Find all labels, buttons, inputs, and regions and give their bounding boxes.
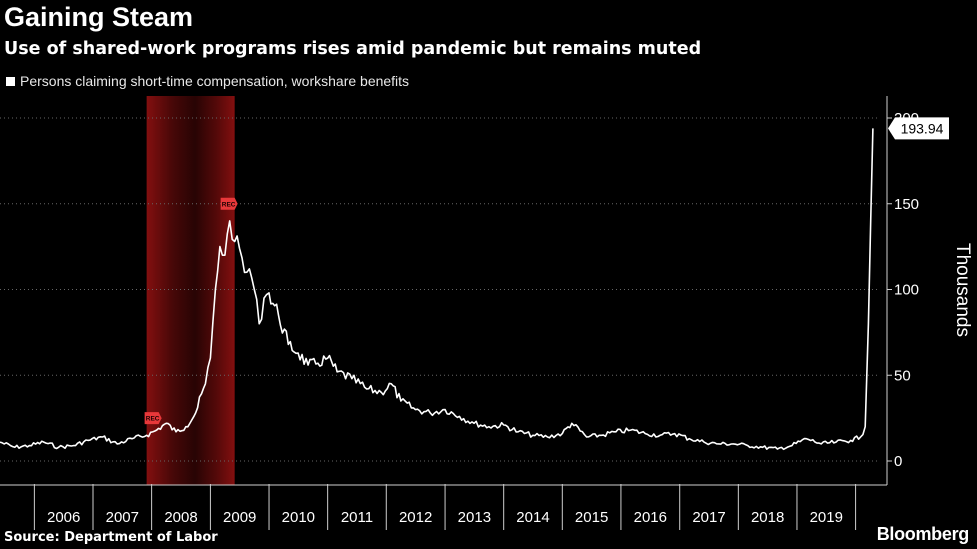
legend-swatch: [6, 76, 15, 86]
gridlines: [0, 117, 880, 462]
svg-text:REC: REC: [146, 416, 160, 423]
x-tick-label: 2008: [164, 509, 197, 526]
last-value-label: 193.94: [901, 120, 944, 136]
svg-text:REC: REC: [222, 201, 236, 208]
legend-label: Persons claiming short-time compensation…: [20, 73, 410, 89]
y-tick-label: 100: [894, 282, 919, 299]
x-tick-label: 2014: [516, 509, 549, 526]
x-tick-label: 2015: [575, 509, 608, 526]
x-tick-label: 2016: [634, 509, 667, 526]
labels: REC REC 193.94: [144, 117, 949, 425]
x-tick-label: 2006: [47, 509, 80, 526]
x-tick-label: 2011: [341, 509, 373, 526]
recession-band: [146, 96, 235, 485]
x-tick-label: 2009: [223, 509, 256, 526]
x-tick-label: 2013: [458, 509, 491, 526]
rec-marker-start: REC: [144, 412, 162, 425]
y-tick-label: 150: [894, 196, 919, 213]
x-tick-label: 2012: [399, 509, 432, 526]
x-tick-label: 2007: [106, 509, 139, 526]
x-tick-label: 2017: [692, 509, 725, 526]
chart-subtitle: Use of shared-work programs rises amid p…: [4, 39, 702, 59]
bloomberg-logo: Bloomberg: [876, 524, 970, 544]
axes: 050100150200Thousands2006200720082009201…: [0, 96, 973, 530]
x-tick-label: 2018: [751, 509, 784, 526]
source-note: Source: Department of Labor: [4, 530, 218, 545]
y-tick-label: 0: [894, 453, 902, 470]
y-tick-label: 50: [894, 367, 911, 384]
x-tick-label: 2019: [810, 509, 843, 526]
x-tick-label: 2010: [282, 509, 315, 526]
series-layer: [0, 128, 874, 451]
recession-shading: [146, 96, 235, 485]
last-value-tag: 193.94: [888, 117, 949, 140]
y-axis-title: Thousands: [952, 243, 973, 337]
series-line: [0, 128, 874, 451]
legend: Persons claiming short-time compensation…: [6, 73, 409, 89]
chart-title: Gaining Steam: [4, 2, 194, 32]
rec-marker-end: REC: [220, 197, 238, 210]
